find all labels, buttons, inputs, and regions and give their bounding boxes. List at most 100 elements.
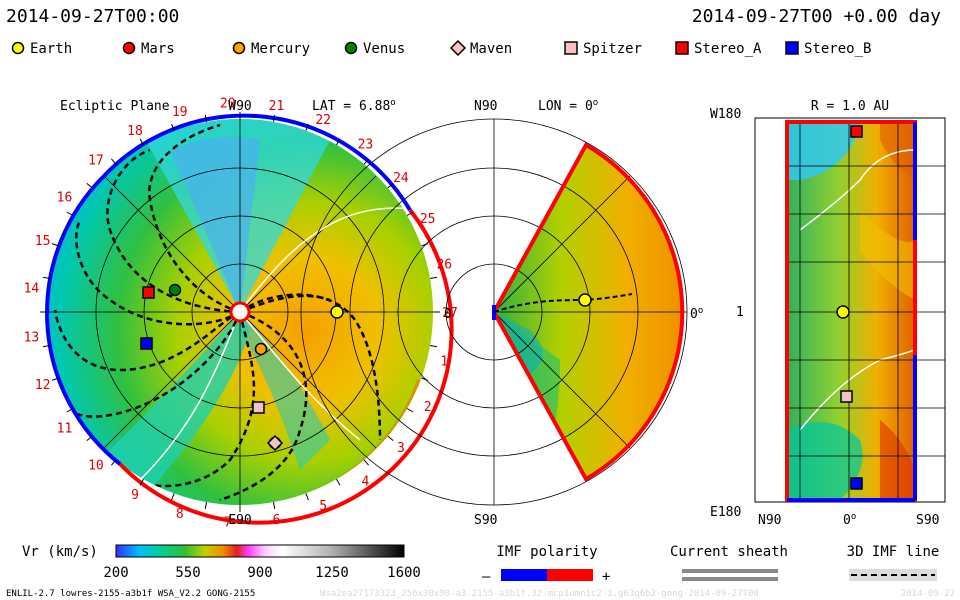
- legend-label-venus: Venus: [363, 41, 405, 57]
- footer-left: ENLIL-2.7 lowres-2155-a3b1f WSA_V2.2 GON…: [6, 589, 255, 599]
- legend-label-earth: Earth: [30, 41, 72, 57]
- shell-x-mid-sup: o: [851, 512, 856, 522]
- colorbar-ticks: 200 550 900 1250 1600: [103, 565, 421, 581]
- legend-label-spitzer: Spitzer: [583, 41, 642, 57]
- footer-middle: Wsa2ea27173323_256x30x90-a3.2155-a3b1f.3…: [320, 589, 759, 599]
- ecliptic-lat-label-group: LAT = 6.88o: [312, 98, 396, 114]
- rotation-label-5: 5: [319, 499, 327, 514]
- imf-plus-label: +: [602, 569, 610, 585]
- rotation-label-15: 15: [35, 234, 51, 249]
- rotation-label-16: 16: [57, 191, 73, 206]
- rotation-label-3: 3: [397, 441, 405, 456]
- rotation-label-7: 7: [224, 516, 232, 531]
- meridional-lon-label-group: LON = 0o: [538, 98, 598, 114]
- rotation-label-25: 25: [420, 212, 436, 227]
- colorbar: Vr (km/s) 200 550 900 1250 1600: [22, 544, 421, 581]
- rotation-label-14: 14: [24, 282, 40, 297]
- current-sheath-label: Current sheath: [670, 544, 788, 560]
- rotation-label-17: 17: [88, 153, 104, 168]
- rotation-label-19: 19: [172, 105, 188, 120]
- legend-marker-spitzer: [564, 41, 578, 55]
- colorbar-tick-1600: 1600: [387, 565, 421, 581]
- meridional-lon-label: LON = 0: [538, 99, 593, 114]
- colorbar-tick-200: 200: [103, 565, 128, 581]
- ecliptic-title: Ecliptic Plane: [60, 99, 170, 114]
- legend-marker-mars: [122, 41, 136, 55]
- shell-spitzer-marker: [840, 390, 853, 403]
- colorbar-tick-550: 550: [175, 565, 200, 581]
- meridional-right-sup: o: [698, 306, 703, 316]
- rotation-label-13: 13: [24, 330, 40, 345]
- shell-x-mid-group: 0o: [843, 512, 856, 528]
- ecliptic-lat-label: LAT = 6.88: [312, 99, 390, 114]
- shell-title: R = 1.0 AU: [811, 99, 889, 114]
- ecliptic-lat-sup: o: [390, 98, 395, 108]
- shell-earth-marker: [836, 305, 850, 319]
- legend-marker-stereo-b: [785, 41, 799, 55]
- legend-label-stereo-b: Stereo_B: [804, 41, 871, 57]
- legend-marker-venus: [344, 41, 358, 55]
- rotation-label-24: 24: [393, 171, 409, 186]
- shell-mid-label: 1: [736, 305, 744, 320]
- rotation-label-6: 6: [273, 513, 281, 528]
- stereo-b-marker: [140, 337, 153, 350]
- ecliptic-top-label: W90: [228, 99, 251, 114]
- venus-marker: [168, 283, 182, 297]
- legend-label-maven: Maven: [470, 41, 512, 57]
- ecliptic-right-label: 0: [444, 307, 452, 322]
- shell-panel: R = 1.0 AU W180 E180 1 N90 0o S90: [710, 99, 946, 528]
- sun-marker: [229, 301, 251, 323]
- rotation-label-2: 2: [424, 400, 432, 415]
- meridional-lon-sup: o: [593, 98, 598, 108]
- colorbar-swatch: [115, 544, 405, 558]
- shell-x-right: S90: [916, 513, 939, 528]
- legend-marker-maven: [449, 39, 467, 57]
- rotation-label-8: 8: [176, 507, 184, 522]
- shell-top-label: W180: [710, 107, 741, 122]
- legend-label-mars: Mars: [141, 41, 175, 57]
- rotation-label-9: 9: [131, 488, 139, 503]
- rotation-label-10: 10: [88, 459, 104, 474]
- imf-line-legend: 3D IMF line: [847, 544, 940, 581]
- spitzer-marker: [252, 401, 265, 414]
- rotation-label-18: 18: [127, 124, 143, 139]
- shell-bottom-label: E180: [710, 505, 741, 520]
- rotation-label-4: 4: [361, 474, 369, 489]
- rotation-label-11: 11: [57, 421, 73, 436]
- rotation-label-12: 12: [35, 378, 51, 393]
- ecliptic-bottom-label: E90: [228, 513, 251, 528]
- imf-polarity-label: IMF polarity: [496, 544, 597, 560]
- rotation-label-20: 20: [220, 96, 236, 111]
- meridional-right-label-group: 0o: [690, 306, 703, 322]
- header-left-time: 2014-09-27T00:00: [6, 6, 179, 27]
- shell-x-left: N90: [758, 513, 781, 528]
- stereo-a-marker: [142, 286, 155, 299]
- header-right-time: 2014-09-27T00 +0.00 day: [692, 6, 941, 27]
- meridional-earth-marker: [578, 293, 592, 307]
- rotation-label-21: 21: [269, 99, 285, 114]
- colorbar-tick-900: 900: [247, 565, 272, 581]
- rotation-label-26: 26: [436, 258, 452, 273]
- rotation-label-22: 22: [315, 113, 331, 128]
- legend-label-mercury: Mercury: [251, 41, 310, 57]
- imf-negative-swatch: [501, 569, 547, 581]
- shell-stereo-b-marker: [850, 477, 863, 490]
- imf-positive-swatch: [547, 569, 593, 581]
- current-sheath-legend: Current sheath: [670, 544, 788, 581]
- shell-x-mid: 0: [843, 513, 851, 528]
- legend-marker-mercury: [232, 41, 246, 55]
- legend: Earth Mars Mercury Venus Maven Spitzer Stereo_…: [11, 39, 871, 57]
- footer-right: 2014-09-27: [901, 589, 955, 599]
- rotation-label-1: 1: [440, 354, 448, 369]
- legend-marker-earth: [11, 41, 25, 55]
- meridional-bottom-label: S90: [474, 513, 497, 528]
- legend-label-stereo-a: Stereo_A: [694, 41, 762, 57]
- earth-marker: [330, 305, 344, 319]
- imf-line-label: 3D IMF line: [847, 544, 940, 560]
- colorbar-tick-1250: 1250: [315, 565, 349, 581]
- meridional-right-label: 0: [690, 307, 698, 322]
- meridional-top-label: N90: [474, 99, 497, 114]
